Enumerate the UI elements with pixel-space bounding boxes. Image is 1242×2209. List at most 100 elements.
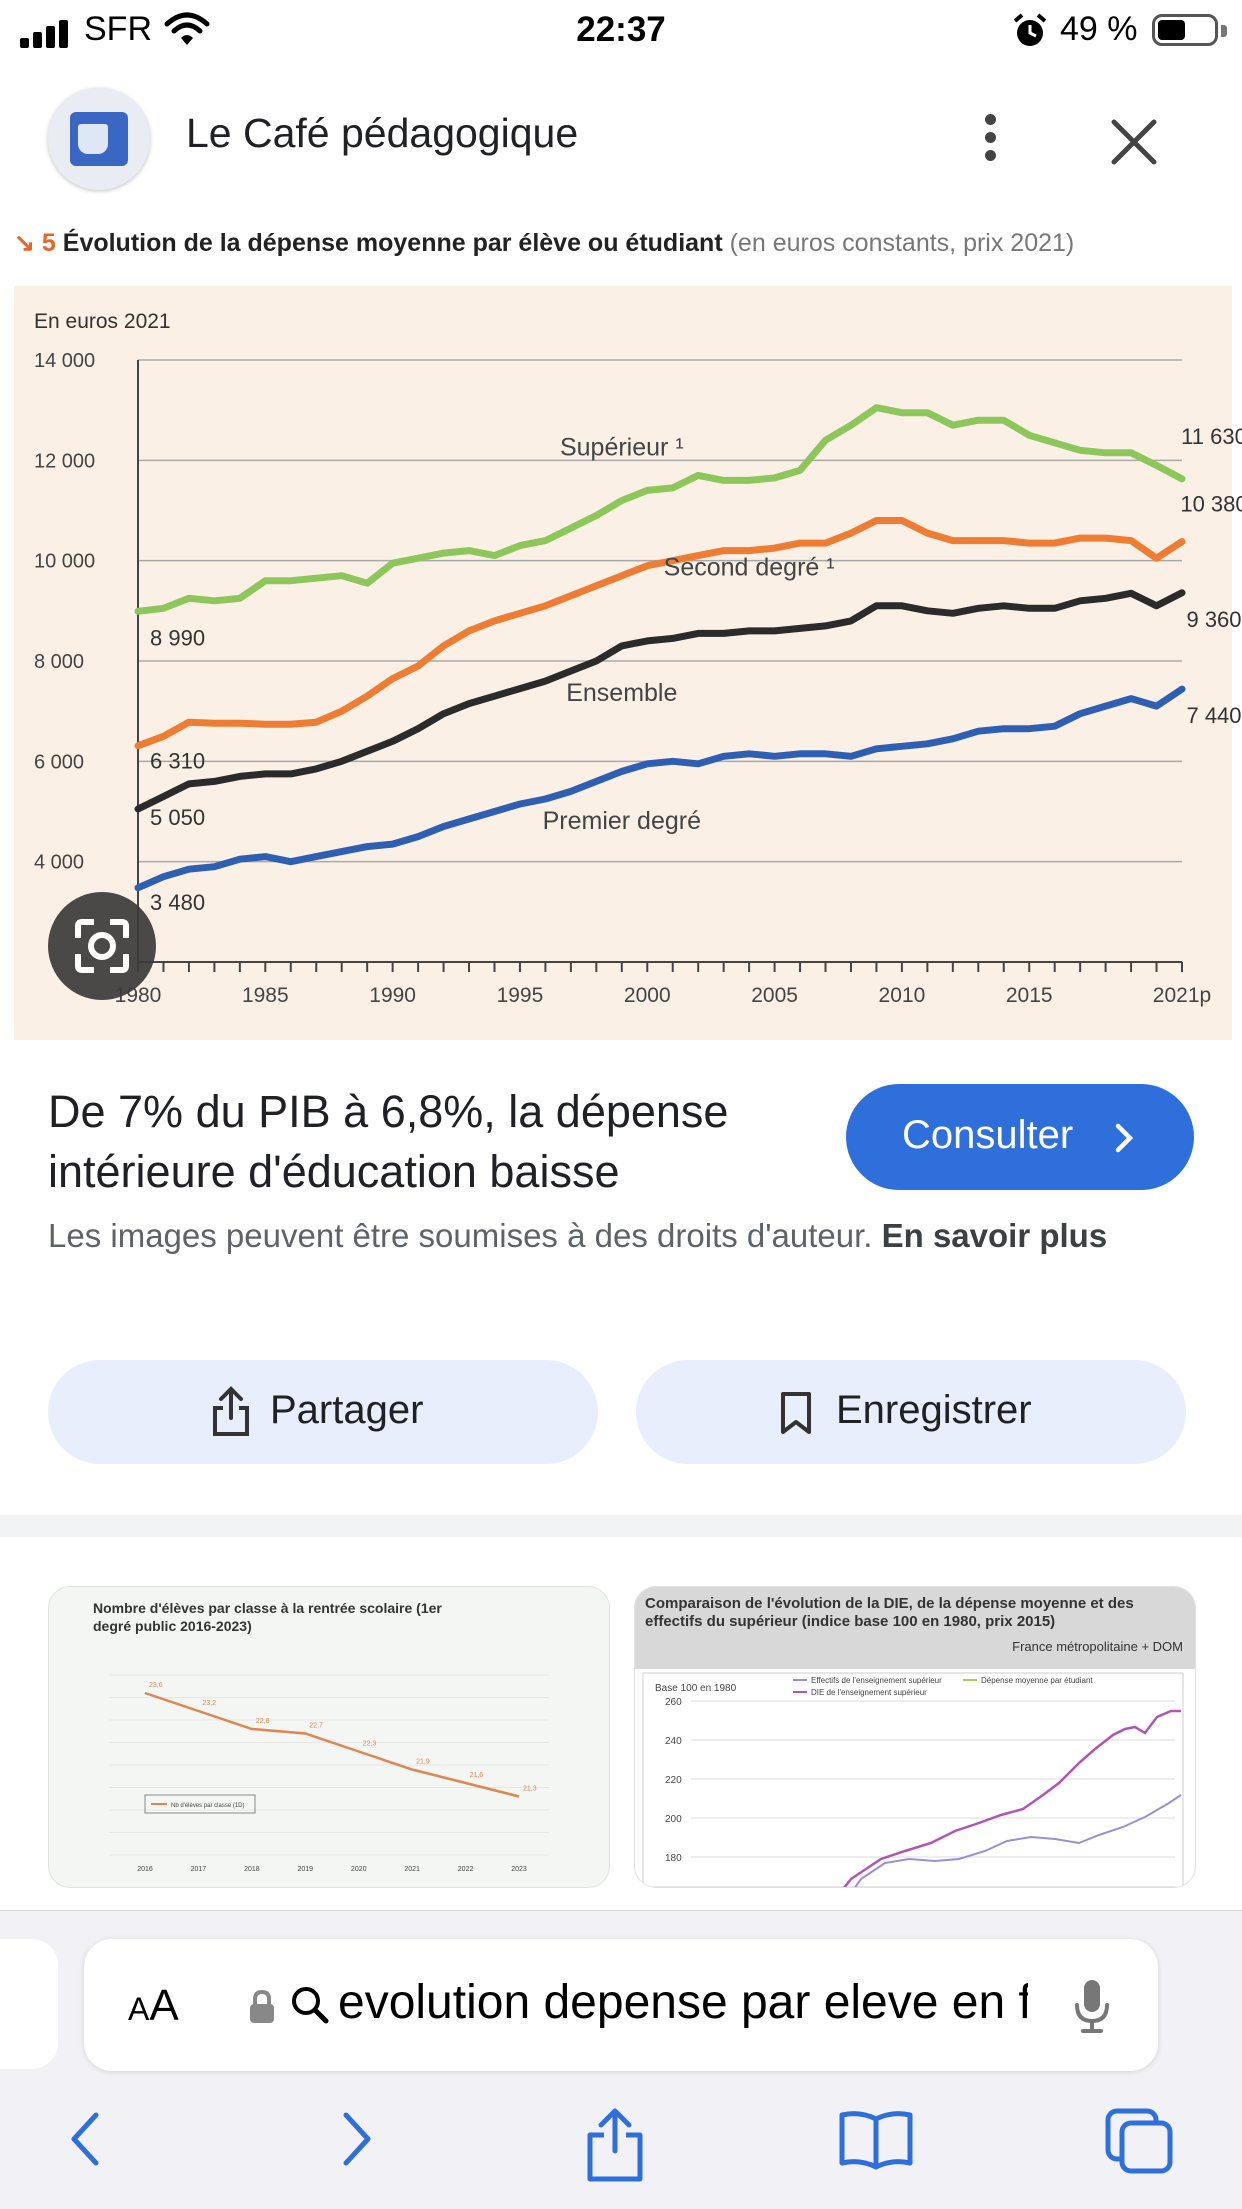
x-tick-label: 2018 xyxy=(244,1866,260,1873)
legend-box xyxy=(144,1794,256,1814)
data-label: 22,3 xyxy=(363,1741,377,1748)
carrier-label: SFR xyxy=(84,10,152,48)
x-tick-label: 2021 xyxy=(404,1866,420,1873)
data-label: 21,9 xyxy=(416,1759,430,1766)
result-header: Le Café pédagogique xyxy=(0,72,1242,202)
series-name-label: Supérieur ¹ xyxy=(560,433,684,461)
y-tick-label: 240 xyxy=(665,1736,682,1747)
x-tick-label: 2010 xyxy=(879,984,926,1007)
series-line xyxy=(854,1794,1182,1887)
share-button[interactable]: Partager xyxy=(48,1360,598,1464)
related-2-chart: Base 100 en 1980260240220200180160Effect… xyxy=(642,1672,1184,1887)
lock-icon xyxy=(250,1989,274,2023)
series-end-label: 7 440 xyxy=(1186,703,1241,728)
series-line xyxy=(134,685,1186,892)
address-bar[interactable]: AA evolution depense par eleve en france xyxy=(84,1939,1158,2071)
x-tick-label: 1990 xyxy=(369,984,416,1007)
y-tick-label: 180 xyxy=(665,1853,682,1864)
site-name[interactable]: Le Café pédagogique xyxy=(186,110,579,156)
close-icon[interactable] xyxy=(1106,114,1162,170)
previous-tab-preview[interactable] xyxy=(0,1939,58,2069)
x-tick-label: 2017 xyxy=(191,1866,207,1873)
y-tick-label: 200 xyxy=(665,1814,682,1825)
related-2-title: Comparaison de l'évolution de la DIE, de… xyxy=(645,1595,1134,1630)
section-divider xyxy=(0,1515,1242,1537)
chart-background xyxy=(14,286,1232,1040)
related-result-2[interactable]: Comparaison de l'évolution de la DIE, de… xyxy=(634,1586,1196,1888)
series-end-label: 11 630 xyxy=(1181,424,1242,449)
result-image-chart[interactable]: ↘ 5 Évolution de la dépense moyenne par … xyxy=(0,216,1242,1044)
series-name-label: Ensemble xyxy=(566,679,677,707)
y-tick-label: 10 000 xyxy=(34,551,95,573)
series-start-label: 8 990 xyxy=(150,625,205,650)
share-sheet-icon[interactable] xyxy=(584,2107,646,2185)
y-tick-label: 260 xyxy=(665,1697,682,1708)
data-label: 22,8 xyxy=(256,1718,270,1725)
battery-icon xyxy=(1152,14,1227,46)
related-1-chart: 23,6 23,2 22,8 22,7 22,3 21,9 21,6 21,3 2016 2017… xyxy=(109,1674,549,1873)
cellular-signal-icon xyxy=(20,18,74,48)
x-tick-label: 2016 xyxy=(137,1866,153,1873)
related-1-title: Nombre d'élèves par classe à la rentrée … xyxy=(93,1600,442,1634)
tabs-icon[interactable] xyxy=(1104,2107,1176,2175)
x-tick-label: 2005 xyxy=(751,984,798,1007)
data-label: 21,3 xyxy=(523,1786,537,1793)
data-label: 21,6 xyxy=(470,1772,484,1779)
series-end-label: 9 360 xyxy=(1186,607,1241,632)
series-line xyxy=(134,589,1186,813)
result-headline: De 7% du PIB à 6,8%, la dépense intérieu… xyxy=(48,1086,729,1197)
y-tick-label: 14 000 xyxy=(34,350,95,372)
consult-button[interactable]: Consulter xyxy=(846,1084,1194,1190)
related-2-subtitle: France métropolitaine + DOM xyxy=(1012,1639,1183,1654)
learn-more-link[interactable]: En savoir plus xyxy=(881,1217,1108,1254)
more-options-icon[interactable] xyxy=(970,114,1010,174)
series-line xyxy=(134,517,1186,750)
share-label: Partager xyxy=(270,1388,424,1432)
copyright-notice: Les images peuvent être soumises à des d… xyxy=(48,1217,1108,1254)
navigation-bar xyxy=(0,2107,1242,2197)
data-label: 23,6 xyxy=(149,1682,163,1689)
chevron-right-icon xyxy=(1115,1123,1134,1153)
legend-label: Dépense moyenne par étudiant xyxy=(981,1676,1093,1685)
x-tick-label: 2000 xyxy=(624,984,671,1007)
forward-icon[interactable] xyxy=(336,2107,376,2171)
series-start-label: 3 480 xyxy=(150,890,205,915)
save-button[interactable]: Enregistrer xyxy=(636,1360,1186,1464)
data-label: 22,7 xyxy=(309,1723,323,1730)
wifi-icon xyxy=(164,12,210,45)
series-line xyxy=(144,1691,520,1798)
chart-frame xyxy=(642,1672,1184,1887)
microphone-icon[interactable] xyxy=(1072,1977,1112,2035)
consult-label: Consulter xyxy=(902,1113,1074,1157)
search-icon xyxy=(292,1987,329,2024)
x-tick-label: 2022 xyxy=(458,1866,474,1873)
series-name-label: Second degré ¹ xyxy=(664,554,835,582)
legend-label: DIE de l'enseignement supérieur xyxy=(811,1688,927,1697)
series-name-label: Premier degré xyxy=(543,807,701,835)
y-axis-label: En euros 2021 xyxy=(34,310,171,333)
visual-search-button[interactable] xyxy=(48,892,156,1000)
address-query[interactable]: evolution depense par eleve en france xyxy=(338,1976,1028,2029)
y-tick-label: 8 000 xyxy=(34,651,84,673)
bookmark-icon xyxy=(781,1392,811,1434)
share-icon xyxy=(213,1386,249,1436)
status-bar: SFR 22:37 49 % xyxy=(0,0,1242,62)
reader-settings-button[interactable]: AA xyxy=(128,1981,179,2030)
chart-title: ↘ 5 Évolution de la dépense moyenne par … xyxy=(14,229,1075,257)
back-icon[interactable] xyxy=(66,2107,106,2171)
legend-label: Nb d'élèves par classe (1D) xyxy=(171,1803,245,1809)
legend-label: Effectifs de l'enseignement supérieur xyxy=(811,1676,942,1685)
series-end-label: 10 380 xyxy=(1180,492,1242,517)
y-tick-label: 220 xyxy=(665,1775,682,1786)
site-favicon[interactable] xyxy=(48,88,150,190)
bookmarks-icon[interactable] xyxy=(838,2107,914,2171)
y-tick-label: 4 000 xyxy=(34,852,84,874)
related-result-1[interactable]: Nombre d'élèves par classe à la rentrée … xyxy=(48,1586,610,1888)
x-tick-label: 1995 xyxy=(497,984,544,1007)
series-line xyxy=(843,1709,1181,1887)
data-label: 23,2 xyxy=(202,1700,216,1707)
y-tick-label: 12 000 xyxy=(34,450,95,472)
x-tick-label: 2020 xyxy=(351,1866,367,1873)
x-tick-label: 2023 xyxy=(511,1866,527,1873)
line-chart: En euros 2021 14 000 12 000 10 000 8 000 6 00… xyxy=(34,310,1242,1007)
